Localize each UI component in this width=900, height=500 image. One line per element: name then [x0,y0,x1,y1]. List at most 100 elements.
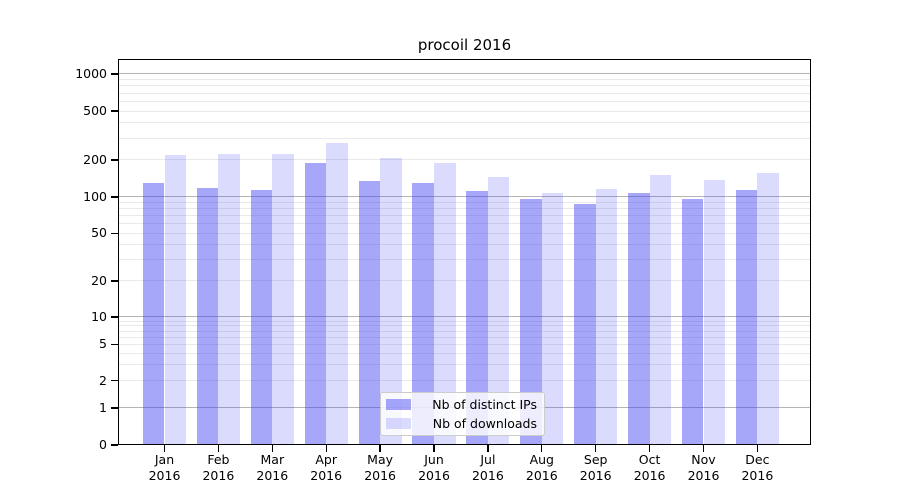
x-tick-label-nov: Nov 2016 [672,452,736,483]
x-tick-month: Jul [480,452,496,467]
gridline-minor-4 [119,352,810,354]
x-tick-year: 2016 [148,467,181,483]
gridline-minor-2 [119,380,810,382]
legend-swatch-distinct-ips [386,399,411,410]
x-tick-month: Feb [207,452,230,467]
bar-apr-distinct-ips [304,162,327,445]
legend-item-downloads: Nb of downloads [386,415,537,432]
y-tick-500 [110,110,118,112]
x-tick-year: 2016 [741,467,774,483]
gridline-minor-5 [119,343,810,345]
bar-jun-distinct-ips [412,183,434,445]
gridline-minor-60 [119,223,810,225]
plot-area-border [117,58,811,445]
x-tick-year: 2016 [256,467,289,483]
y-tick-label-0: 0 [99,437,107,452]
gridline-major-100 [119,196,810,198]
y-tick-label-2: 2 [99,372,107,388]
bar-jun-downloads [434,162,456,445]
y-tick-label-50: 50 [91,225,107,241]
bar-jul-downloads [487,177,510,445]
gridline-minor-80 [119,208,810,210]
y-tick-label-1000: 1000 [75,66,107,81]
x-tick-year: 2016 [471,467,504,483]
gridline-minor-40 [119,244,810,246]
bar-apr-downloads [326,142,348,445]
x-tick-month: Nov [691,452,716,467]
gridline-minor-300 [119,137,810,139]
x-tick-year: 2016 [202,467,235,483]
bar-feb-downloads [218,154,240,445]
x-tick-label-mar: Mar 2016 [240,452,304,483]
x-tick-aug [541,445,543,452]
x-tick-label-oct: Oct 2016 [618,452,682,483]
y-tick-label-500: 500 [83,103,107,119]
x-tick-mar [271,445,273,452]
gridline-minor-70 [119,215,810,217]
x-tick-jun [433,445,435,452]
bar-dec-downloads [757,172,779,445]
y-tick-label-10: 10 [91,309,107,324]
y-tick-label-5: 5 [99,336,107,352]
y-tick-label-200: 200 [83,151,107,167]
y-tick-0 [110,444,118,446]
x-tick-year: 2016 [525,467,558,483]
x-tick-sep [595,445,597,452]
legend-swatch-downloads [386,417,411,429]
x-tick-label-jul: Jul 2016 [456,452,520,483]
x-tick-year: 2016 [633,467,666,483]
legend: Nb of distinct IPs Nb of downloads [380,391,545,436]
bar-oct-downloads [649,174,672,445]
bar-mar-distinct-ips [250,190,273,445]
x-tick-jul [487,445,489,452]
x-tick-label-jun: Jun 2016 [402,452,466,483]
x-tick-label-feb: Feb 2016 [186,452,250,483]
x-tick-year: 2016 [310,467,343,483]
x-tick-dec [756,445,759,452]
y-tick-label-20: 20 [91,272,107,288]
gridline-major-10 [119,316,810,318]
y-tick-50 [110,232,118,234]
bar-may-distinct-ips [358,180,381,445]
y-tick-200 [110,159,118,161]
bar-sep-distinct-ips [574,204,596,445]
bar-mar-downloads [272,153,294,445]
x-tick-year: 2016 [687,467,720,483]
bar-jan-distinct-ips [142,182,165,445]
gridline-minor-50 [119,232,810,234]
y-tick-5 [110,343,118,346]
y-tick-10 [110,316,118,318]
y-tick-2 [110,380,118,382]
gridline-minor-200 [119,159,810,161]
legend-label-distinct-ips: Nb of distinct IPs [432,397,537,412]
x-tick-month: Mar [260,452,285,467]
x-tick-jan [163,445,166,452]
x-tick-nov [702,445,705,452]
x-tick-year: 2016 [418,467,450,483]
x-tick-feb [217,445,220,452]
bar-aug-distinct-ips [520,199,542,445]
bar-nov-downloads [703,180,726,445]
x-tick-month: Jan [154,452,175,467]
x-tick-year: 2016 [579,467,612,483]
y-tick-1000 [110,73,118,75]
x-tick-month: Jun [424,452,444,467]
gridline-minor-400 [119,122,810,124]
gridline-major-1000 [119,73,810,75]
bar-jul-distinct-ips [466,190,488,445]
gridline-minor-9 [119,320,810,322]
gridline-minor-90 [119,201,810,203]
x-tick-label-sep: Sep 2016 [564,452,628,483]
gridline-minor-800 [119,85,810,87]
x-tick-label-dec: Dec 2016 [725,452,789,483]
gridline-minor-700 [119,92,810,94]
gridline-minor-7 [119,330,810,332]
bar-sep-downloads [595,189,618,445]
x-tick-label-jan: Jan 2016 [133,452,197,483]
x-tick-month: May [367,452,394,467]
gridline-minor-6 [119,336,810,338]
gridline-minor-3 [119,364,810,366]
x-tick-apr [325,445,327,452]
x-tick-month: Apr [315,452,337,467]
bar-jan-downloads [164,155,187,445]
